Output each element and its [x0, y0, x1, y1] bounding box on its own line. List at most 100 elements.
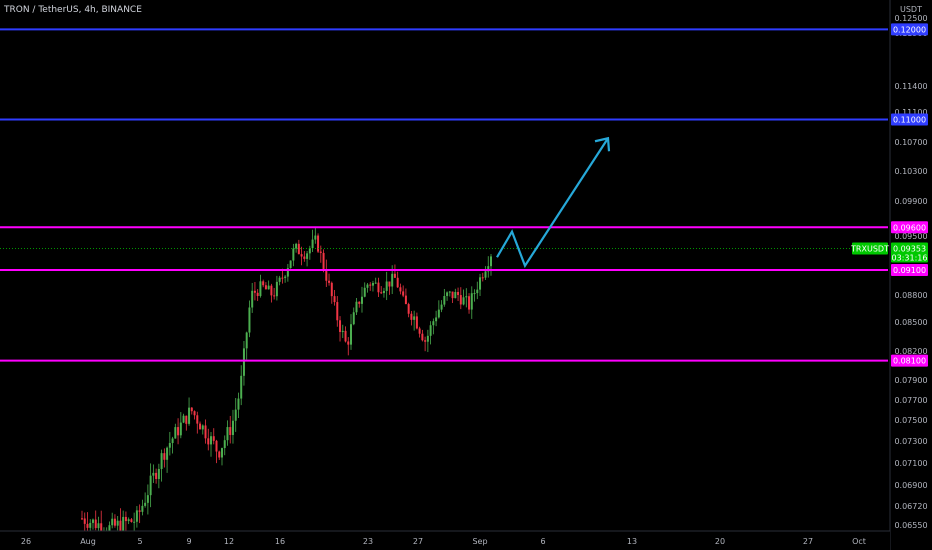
candle-body — [262, 281, 265, 286]
price-tick-label: 0.06550 — [894, 521, 927, 530]
candle-body — [333, 296, 336, 303]
candle-body — [97, 523, 100, 529]
candle-body — [196, 415, 199, 424]
price-tick-label: 0.10700 — [894, 138, 927, 147]
candle-body — [366, 284, 369, 288]
candle-body — [215, 440, 218, 452]
candle-body — [275, 281, 278, 297]
price-tick-label: 0.08800 — [894, 291, 927, 300]
candle-body — [83, 518, 86, 524]
candle-body — [210, 436, 213, 445]
candle-body — [270, 285, 273, 296]
candle-body — [171, 438, 174, 444]
candle-body — [468, 296, 471, 310]
candle-body — [484, 271, 487, 278]
projection-arrow[interactable] — [496, 136, 611, 269]
time-tick-label: 20 — [715, 537, 725, 546]
price-tick-label: 0.07300 — [894, 437, 927, 446]
candle-body — [259, 281, 262, 296]
level-price-tag-label: 0.12000 — [893, 25, 926, 34]
candle-body — [424, 340, 427, 342]
price-tick-label: 0.07100 — [894, 459, 927, 468]
arrowhead-icon — [594, 136, 611, 152]
candle-body — [174, 427, 177, 439]
candle-body — [363, 287, 366, 297]
candle-body — [336, 302, 339, 321]
candle-body — [369, 284, 372, 286]
candle-body — [448, 291, 451, 293]
candle-body — [185, 415, 188, 424]
price-tick-label: 0.09500 — [894, 232, 927, 241]
price-axis-unit: USDT — [900, 5, 922, 14]
level-price-tag-label: 0.08100 — [893, 357, 926, 366]
candle-body — [212, 436, 215, 441]
candle-body — [251, 290, 254, 308]
candle-body — [223, 440, 226, 449]
candle-body — [86, 523, 89, 528]
candle-body — [360, 296, 363, 304]
time-tick-label: 23 — [363, 537, 373, 546]
candle-body — [429, 325, 432, 336]
candle-body — [437, 309, 440, 318]
price-tick-label: 0.07900 — [894, 376, 927, 385]
candle-body — [267, 285, 270, 290]
candle-body — [303, 256, 306, 259]
time-axis[interactable]: 26 Aug 5 9 12 16 23 27 Sep 6 13 20 27 Oct — [0, 530, 890, 550]
price-tick-label: 0.07700 — [894, 396, 927, 405]
candle-body — [347, 341, 350, 345]
candle-body — [242, 348, 245, 376]
candle-body — [300, 254, 303, 257]
candle-body — [330, 282, 333, 297]
candle-body — [152, 472, 155, 476]
candle-body — [144, 502, 147, 506]
candle-body — [157, 468, 160, 479]
price-tick-label: 0.12500 — [894, 14, 927, 23]
candle-body — [457, 292, 460, 296]
candle-body — [91, 519, 94, 523]
time-tick-label: 27 — [413, 537, 423, 546]
candle-body — [358, 301, 361, 304]
candle-body — [487, 266, 490, 272]
candle-body — [234, 409, 237, 421]
candle-body — [108, 525, 111, 533]
candle-body — [325, 268, 328, 281]
candle-body — [201, 425, 204, 430]
candle-body — [286, 268, 289, 277]
time-tick-label: Aug — [80, 537, 96, 546]
level-price-tag — [891, 221, 928, 234]
candle-body — [130, 519, 133, 522]
candle-body — [377, 282, 380, 293]
candle-body — [374, 282, 377, 284]
horizontal-levels[interactable] — [0, 28, 888, 362]
candle-body — [218, 451, 221, 458]
level-price-tag — [891, 264, 928, 276]
time-tick-label: 12 — [224, 537, 234, 546]
candle-body — [160, 453, 163, 469]
candle-body — [443, 295, 446, 305]
symbol-tag — [852, 242, 888, 255]
candle-body — [344, 330, 347, 342]
candle-body — [122, 516, 125, 533]
candle-body — [295, 243, 298, 249]
candle-body — [135, 510, 138, 522]
price-tick-label: 0.06720 — [894, 502, 927, 511]
candle-body — [94, 519, 97, 529]
price-tick-label: 0.11400 — [894, 82, 927, 91]
candle-body — [308, 248, 311, 254]
candle-body — [380, 292, 383, 294]
candle-body — [385, 281, 388, 291]
candle-body — [432, 321, 435, 326]
candles — [81, 227, 492, 547]
time-tick-label: 5 — [137, 537, 142, 546]
time-tick-label: 13 — [627, 537, 637, 546]
price-tick-label: 0.06900 — [894, 481, 927, 490]
candle-body — [229, 427, 232, 435]
candle-body — [322, 252, 325, 269]
price-tick-label: 0.07500 — [894, 416, 927, 425]
current-price-value: 0.09353 — [893, 244, 926, 253]
candle-body — [141, 505, 144, 512]
level-price-tag — [891, 354, 928, 367]
candle-body — [462, 297, 465, 305]
price-tick-label: 0.11100 — [894, 108, 927, 117]
